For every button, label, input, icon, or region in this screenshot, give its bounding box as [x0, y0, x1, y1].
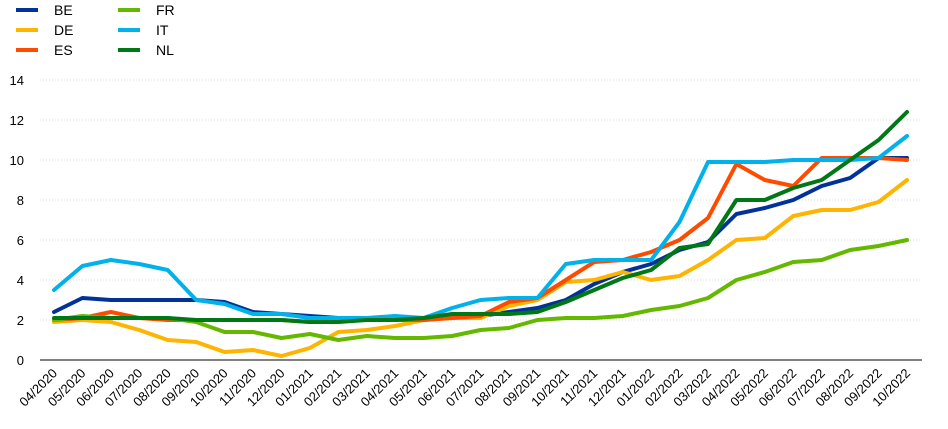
y-tick-label: 0 — [17, 353, 24, 368]
legend-label-es: ES — [54, 42, 73, 58]
y-axis: 0 2 4 6 8 10 12 14 — [10, 73, 24, 368]
legend: BE DE ES FR IT NL — [16, 2, 175, 58]
y-tick-label: 8 — [17, 193, 24, 208]
legend-label-it: IT — [156, 22, 169, 38]
y-tick-label: 14 — [10, 73, 24, 88]
legend-label-fr: FR — [156, 2, 175, 18]
y-tick-label: 6 — [17, 233, 24, 248]
y-tick-label: 2 — [17, 313, 24, 328]
series-line-it — [52, 134, 909, 320]
series-lines — [52, 110, 909, 358]
legend-label-de: DE — [54, 22, 73, 38]
series-line-fr — [52, 238, 909, 342]
series-line-nl — [52, 110, 909, 324]
legend-label-nl: NL — [156, 42, 174, 58]
y-tick-label: 4 — [17, 273, 24, 288]
x-axis: 04/202005/202006/202007/202008/202009/20… — [16, 359, 922, 409]
legend-label-be: BE — [54, 2, 73, 18]
y-tick-label: 10 — [10, 153, 24, 168]
y-tick-label: 12 — [10, 113, 24, 128]
